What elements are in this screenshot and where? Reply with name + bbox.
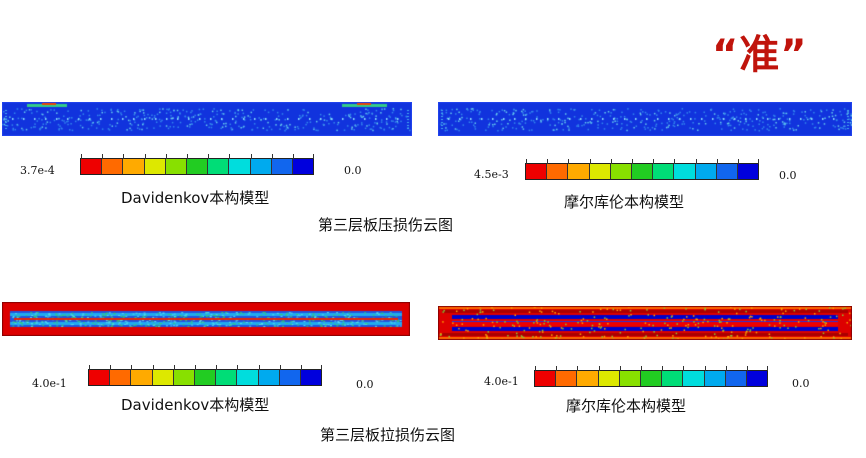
legend-swatch xyxy=(152,365,174,385)
legend-swatch xyxy=(102,154,124,174)
color-legend xyxy=(80,154,315,175)
legend-swatch xyxy=(526,159,548,179)
legend-swatch xyxy=(194,365,217,385)
legend-swatch xyxy=(165,154,187,174)
legend-swatch xyxy=(89,365,111,385)
legend-swatch xyxy=(610,159,632,179)
legend-swatch xyxy=(674,159,696,179)
legend-swatch xyxy=(535,366,557,386)
legend-swatch xyxy=(598,366,620,386)
color-legend xyxy=(534,366,769,387)
legend-swatch xyxy=(292,154,315,174)
scale-max-label: 4.0e-1 xyxy=(484,375,519,388)
scale-max-label: 4.5e-3 xyxy=(474,168,509,181)
model-caption: 摩尔库伦本构模型 xyxy=(564,193,685,211)
legend-swatch xyxy=(131,365,153,385)
legend-swatch xyxy=(547,159,569,179)
section-title: 第三层板拉损伤云图 xyxy=(320,426,456,444)
legend-swatch xyxy=(237,365,259,385)
legend-swatch xyxy=(725,366,747,386)
legend-swatch xyxy=(173,365,195,385)
quote-mark-title: “准” xyxy=(712,32,808,78)
legend-swatch xyxy=(556,366,578,386)
scale-max-label: 4.0e-1 xyxy=(32,377,67,390)
legend-swatch xyxy=(683,366,705,386)
legend-swatch xyxy=(123,154,145,174)
model-caption: Davidenkov本构模型 xyxy=(121,189,270,207)
legend-swatch xyxy=(746,366,769,386)
legend-swatch xyxy=(589,159,611,179)
legend-swatch xyxy=(577,366,599,386)
legend-swatch xyxy=(695,159,717,179)
damage-contour-plot xyxy=(438,102,852,136)
legend-swatch xyxy=(208,154,230,174)
legend-swatch xyxy=(144,154,166,174)
scale-min-label: 0.0 xyxy=(779,169,797,182)
model-caption: Davidenkov本构模型 xyxy=(121,396,270,414)
legend-swatch xyxy=(229,154,251,174)
damage-contour-plot xyxy=(2,102,412,136)
legend-swatch xyxy=(704,366,726,386)
legend-swatch xyxy=(250,154,272,174)
model-caption: 摩尔库伦本构模型 xyxy=(566,397,687,415)
scale-min-label: 0.0 xyxy=(344,164,362,177)
legend-swatch xyxy=(653,159,675,179)
legend-swatch xyxy=(640,366,663,386)
color-legend xyxy=(525,159,760,180)
legend-swatch xyxy=(216,365,238,385)
legend-swatch xyxy=(662,366,684,386)
legend-swatch xyxy=(716,159,738,179)
scale-min-label: 0.0 xyxy=(356,378,374,391)
legend-swatch xyxy=(300,365,323,385)
scale-max-label: 3.7e-4 xyxy=(20,164,55,177)
damage-contour-plot xyxy=(2,302,410,336)
legend-swatch xyxy=(81,154,103,174)
legend-swatch xyxy=(568,159,590,179)
legend-swatch xyxy=(110,365,132,385)
legend-swatch xyxy=(271,154,293,174)
color-legend xyxy=(88,365,323,386)
section-title: 第三层板压损伤云图 xyxy=(318,216,454,234)
legend-swatch xyxy=(737,159,760,179)
legend-swatch xyxy=(258,365,280,385)
scale-min-label: 0.0 xyxy=(792,377,810,390)
legend-swatch xyxy=(631,159,654,179)
legend-swatch xyxy=(619,366,641,386)
legend-swatch xyxy=(186,154,209,174)
legend-swatch xyxy=(279,365,301,385)
damage-contour-plot xyxy=(438,306,852,340)
